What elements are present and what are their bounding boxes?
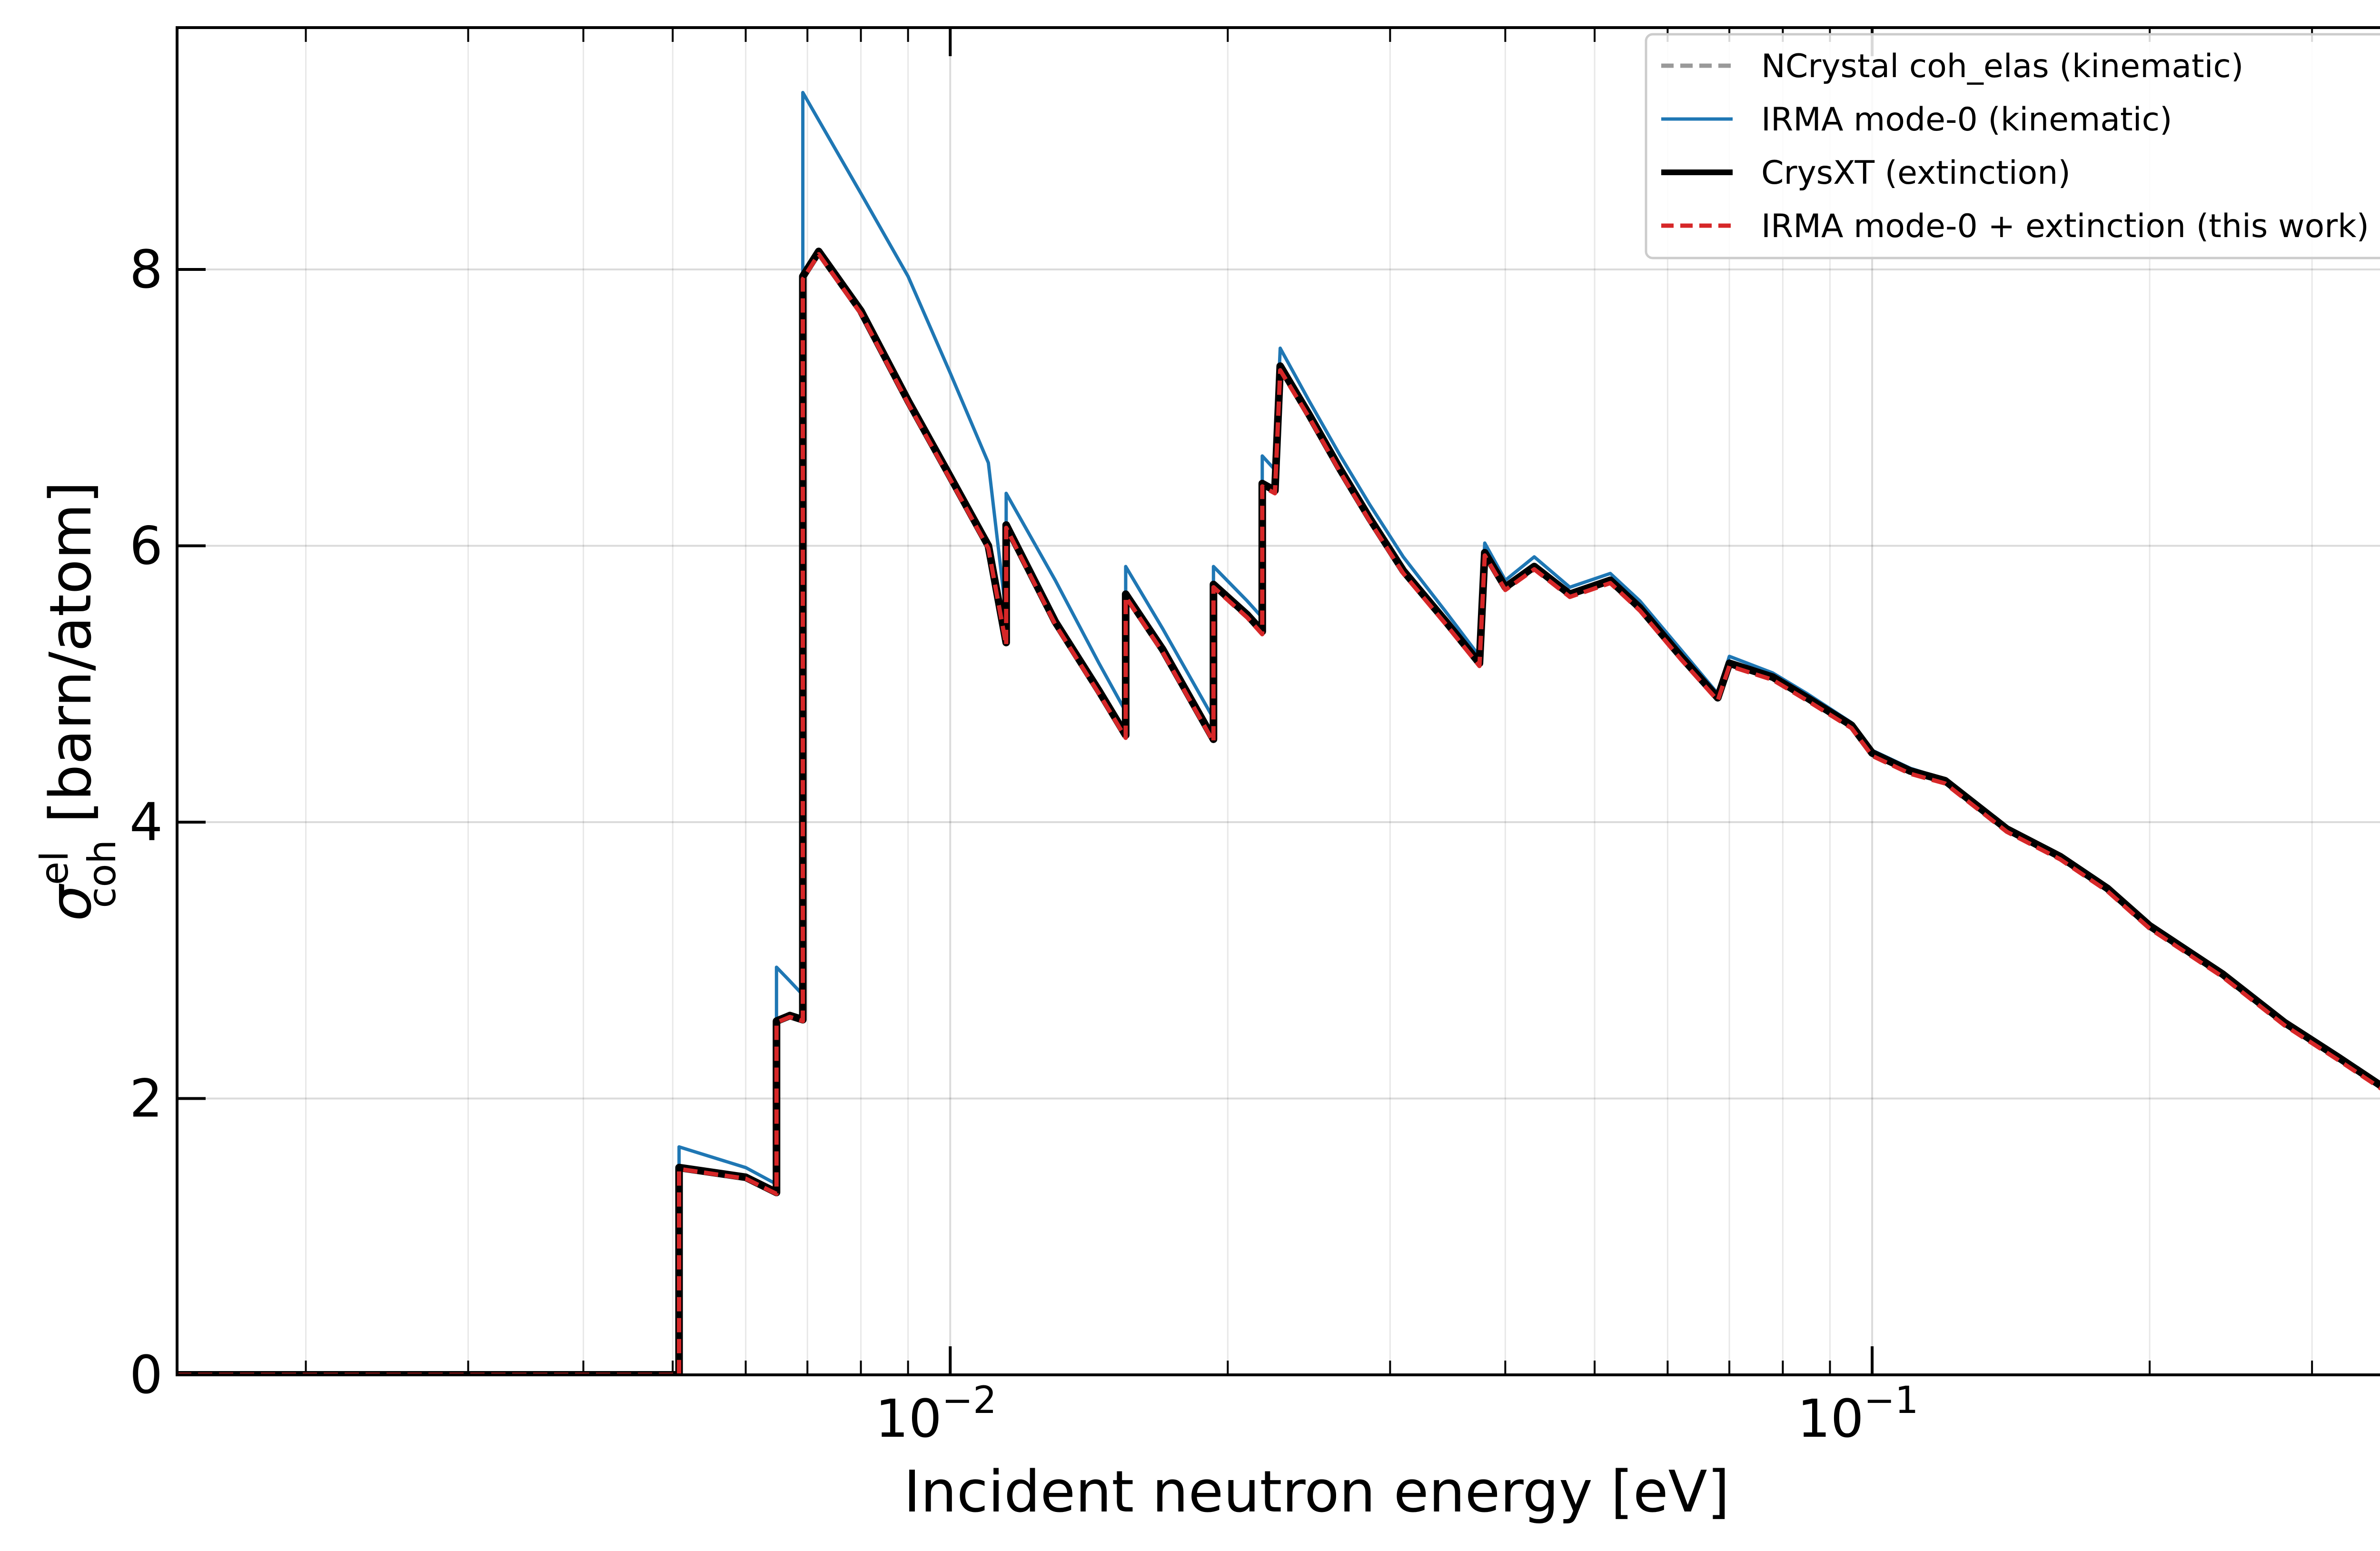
y-axis-subscript: coh xyxy=(80,840,124,908)
y-tick-label: 6 xyxy=(129,515,163,576)
x-tick-base: 10 xyxy=(875,1388,942,1449)
legend-label-4: IRMA mode-0 + extinction (this work) xyxy=(1761,208,2369,245)
x-tick-exponent: −2 xyxy=(942,1379,997,1422)
legend-label-1: NCrystal coh_elas (kinematic) xyxy=(1761,48,2243,85)
legend-box xyxy=(1645,33,2380,259)
y-axis-superscript: el xyxy=(32,851,77,885)
grid xyxy=(177,28,2380,1375)
x-tick-label: 10−1 xyxy=(1797,1379,1919,1449)
y-axis-label: σelcoh [barn/atom] xyxy=(32,481,124,921)
plot-frame xyxy=(176,26,2380,1376)
x-axis-label: Incident neutron energy [eV] xyxy=(903,1459,1729,1525)
y-tick-label: 2 xyxy=(129,1068,163,1129)
legend-label-3: CrysXT (extinction) xyxy=(1761,154,2071,192)
y-axis-unit: [barn/atom] xyxy=(38,481,104,823)
y-tick-label: 0 xyxy=(129,1344,163,1405)
axis-ticks xyxy=(177,28,2313,1376)
y-axis-symbol: σ xyxy=(38,883,104,921)
series-line-4 xyxy=(177,252,2380,1375)
y-tick-label: 4 xyxy=(129,792,163,853)
series-lines xyxy=(177,90,2380,1375)
legend-entries: NCrystal coh_elas (kinematic) IRMA mode-0… xyxy=(1661,48,2369,245)
legend: NCrystal coh_elas (kinematic) IRMA mode-0… xyxy=(1645,33,2380,259)
x-tick-label: 10−2 xyxy=(875,1379,997,1449)
x-tick-base: 10 xyxy=(1797,1388,1864,1449)
y-tick-label: 8 xyxy=(129,239,163,300)
legend-label-2: IRMA mode-0 (kinematic) xyxy=(1761,101,2172,139)
x-tick-exponent: −1 xyxy=(1864,1379,1919,1422)
